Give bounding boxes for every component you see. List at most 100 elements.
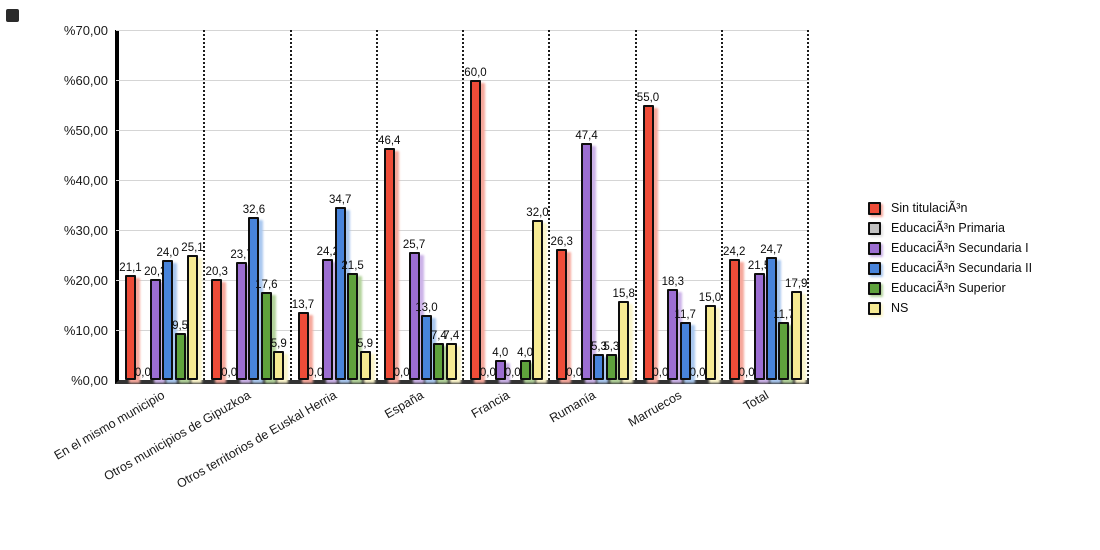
bar-value-label: 17,9 (785, 277, 808, 290)
bar-group: 60,0 0,0 4,0 0,0 4,0 32,0 (464, 30, 550, 380)
y-axis-tick-label: %30,00 (63, 223, 108, 238)
bar-value-label: 7,4 (443, 330, 460, 342)
bar-slot: 0,0 (479, 30, 496, 380)
bar-group: 20,3 0,0 23,7 32,6 17,6 5,9 (205, 30, 291, 380)
bar (334, 206, 346, 380)
legend-label: EducaciÃ³n Secundaria II (891, 261, 1033, 275)
bar-value-label: 5,9 (270, 337, 287, 350)
bar (408, 251, 420, 380)
bar-slot: 34,7 (329, 30, 351, 380)
bar (359, 350, 371, 380)
bar (581, 143, 593, 380)
legend-label: EducaciÃ³n Superior (891, 281, 1006, 295)
bar-group: 46,4 0,0 25,7 13,0 7,4 7,4 (378, 30, 464, 380)
bar-slot: 0,0 (221, 30, 237, 380)
bar-slot: 20,3 (206, 30, 228, 380)
bar-slot: 5,3 (591, 30, 607, 380)
bar-slot: 17,6 (255, 30, 278, 380)
bar-slot: 9,5 (172, 30, 188, 380)
bar (248, 217, 260, 380)
legend-swatch (868, 301, 881, 315)
bar-slot: 11,7 (773, 30, 795, 380)
bar-value-label: 0,0 (307, 367, 324, 379)
bar (667, 288, 679, 380)
bar-slot: 46,4 (378, 30, 400, 380)
legend-item: EducaciÃ³n Secundaria II (868, 261, 1032, 275)
bar-value-label: 7,4 (430, 330, 447, 342)
x-axis-label: Otros territorios de Euskal Herria (174, 388, 340, 492)
bar (618, 301, 630, 380)
bar (297, 311, 309, 380)
legend-label: EducaciÃ³n Primaria (891, 221, 1005, 235)
y-axis-tick-label: %50,00 (63, 123, 108, 138)
bar-slot: 17,9 (785, 30, 807, 380)
bar-value-label: 23,7 (230, 248, 253, 261)
bar (236, 261, 248, 380)
bar-value-label: 20,3 (205, 265, 228, 278)
bar (347, 272, 359, 380)
x-axis-label: Total (740, 388, 771, 414)
group-separator (548, 30, 551, 380)
bar-value-label: 21,1 (119, 261, 142, 274)
bar-slot: 0,0 (394, 30, 410, 380)
bar-value-label: 55,0 (636, 92, 660, 104)
bar-group: 24,2 0,0 21,5 24,7 11,7 17,9 (723, 30, 809, 380)
bar-slot: 23,7 (230, 30, 253, 380)
bar (322, 259, 334, 380)
bar-slot: 0,0 (652, 30, 668, 380)
bar (532, 220, 543, 380)
legend-label: EducaciÃ³n Secundaria I (891, 241, 1029, 255)
bar-slot: 5,3 (603, 30, 619, 380)
y-axis-tick-label: %10,00 (63, 323, 108, 338)
bar-value-label: 32,6 (242, 204, 266, 216)
legend-swatch (868, 221, 881, 235)
bar (704, 305, 716, 380)
bar-value-label: 20,3 (144, 265, 167, 278)
bar-slot: 5,9 (357, 30, 373, 380)
bar-slot: 13,7 (292, 30, 314, 380)
bar-value-label: 21,5 (747, 259, 771, 272)
bar-group: 13,7 0,0 24,2 34,7 21,5 5,9 (292, 30, 378, 380)
bar-value-label: 15,0 (698, 292, 722, 304)
bar-value-label: 24,0 (156, 247, 179, 259)
bar-value-label: 15,8 (612, 288, 635, 300)
bar (765, 256, 777, 380)
bar-slot: 0,0 (566, 30, 582, 380)
bar (420, 315, 432, 380)
bar-value-label: 21,5 (341, 259, 364, 272)
bar-value-label: 13,0 (415, 302, 438, 314)
bar-slot: 18,3 (662, 30, 684, 380)
bar-slot: 11,7 (674, 30, 696, 380)
bar (383, 148, 395, 380)
bar-slot: 0,0 (689, 30, 706, 380)
bar-slot: 4,0 (492, 30, 509, 380)
legend-swatch (868, 281, 881, 295)
legend-item: Sin titulaciÃ³n (868, 201, 1032, 215)
group-separator (203, 30, 206, 380)
legend-item: EducaciÃ³n Primaria (868, 221, 1032, 235)
group-separator (375, 30, 378, 380)
bar (494, 360, 506, 380)
legend-swatch (868, 241, 881, 255)
bar-slot: 15,8 (613, 30, 635, 380)
y-axis-tick-label: %20,00 (63, 273, 108, 288)
x-axis-label: Rumanía (547, 388, 599, 426)
bar-slot: 0,0 (739, 30, 755, 380)
bar-value-label: 0,0 (504, 367, 521, 379)
bar-slot: 15,0 (699, 30, 721, 380)
bar (445, 343, 457, 380)
bar-value-label: 25,7 (402, 238, 426, 251)
bar-slot: 47,4 (575, 30, 598, 380)
bar-value-label: 26,3 (550, 235, 573, 248)
bar-value-label: 0,0 (689, 367, 706, 379)
x-axis-label: Francia (468, 388, 512, 421)
bar (125, 274, 136, 380)
bar (605, 353, 617, 380)
bar-value-label: 60,0 (464, 67, 487, 79)
bar (679, 321, 691, 380)
bar-value-label: 4,0 (492, 347, 509, 359)
bar-value-label: 0,0 (479, 367, 496, 379)
x-axis-label: Otros municipios de Gipuzkoa (101, 388, 254, 484)
bar (778, 321, 790, 380)
